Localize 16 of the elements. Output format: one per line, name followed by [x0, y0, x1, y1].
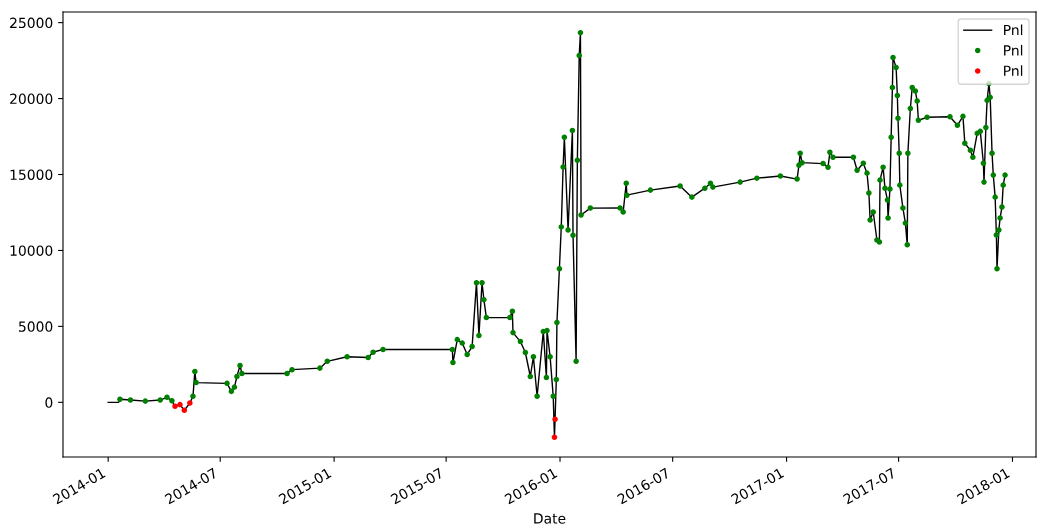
point	[552, 416, 558, 422]
legend-label: Pnl	[1004, 44, 1023, 56]
y-tick-label: 5000	[19, 321, 53, 332]
point	[551, 434, 558, 441]
y-tick-label: 10000	[10, 245, 53, 256]
legend-label: Pnl	[1004, 24, 1023, 36]
point	[177, 401, 183, 408]
y-tick-label: 20000	[10, 93, 53, 105]
y-tick-label: 25000	[10, 17, 53, 29]
point	[172, 403, 178, 410]
y-tick-label: 15000	[10, 169, 53, 180]
legend-label: Pnl	[1004, 65, 1023, 76]
point	[181, 407, 188, 414]
point	[187, 400, 193, 406]
x-axis-title: Date	[534, 513, 566, 524]
y-tick-label: 0	[45, 397, 53, 408]
